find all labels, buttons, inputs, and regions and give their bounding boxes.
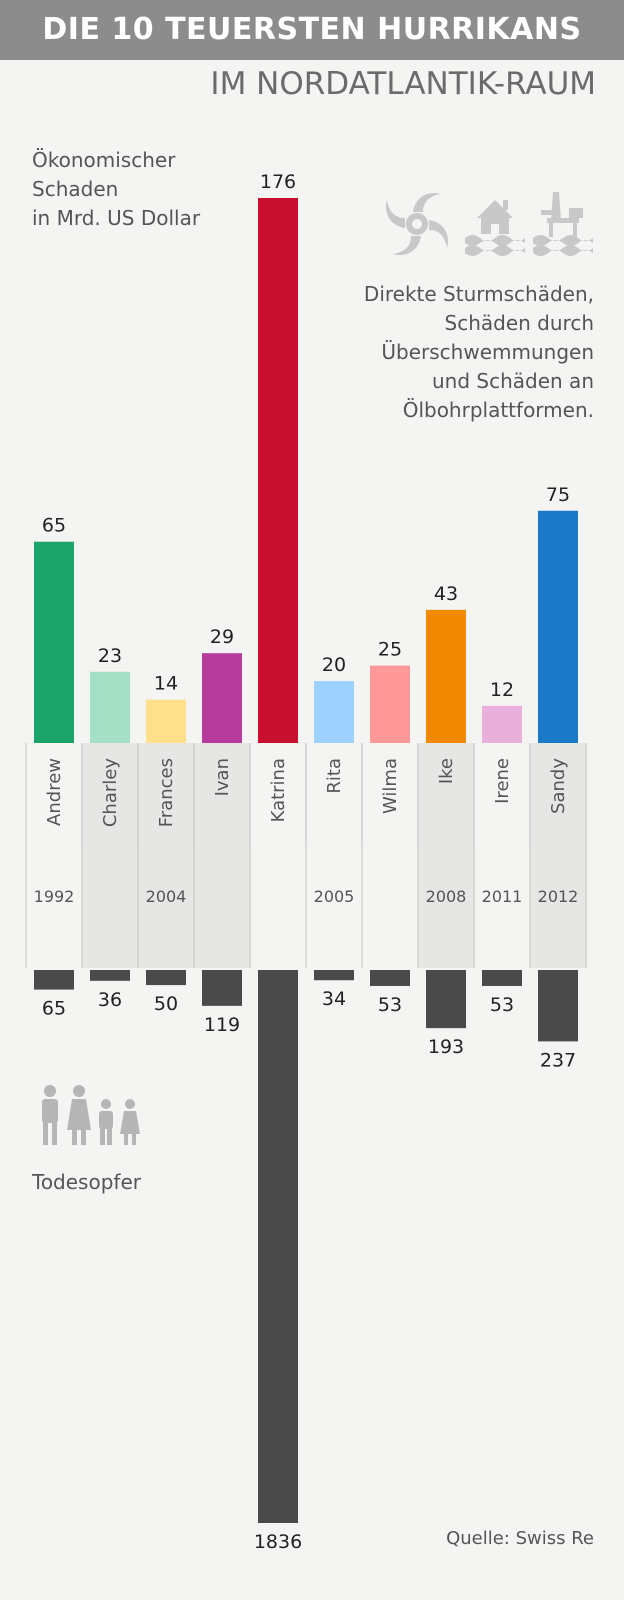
year-band bbox=[82, 743, 250, 968]
chart-subtitle: IM NORDATLANTIK-RAUM bbox=[210, 66, 596, 102]
year-label: 2012 bbox=[538, 887, 579, 906]
people-icon bbox=[42, 1085, 140, 1145]
deaths-value-label: 53 bbox=[490, 994, 514, 1016]
damage-value-label: 20 bbox=[322, 654, 346, 676]
column-dividers bbox=[25, 743, 587, 968]
damage-axis-label: Ökonomischer Schaden in Mrd. US Dollar bbox=[32, 146, 200, 233]
damage-value-label: 75 bbox=[546, 484, 570, 506]
category-label: Charley bbox=[100, 758, 121, 827]
category-label: Irene bbox=[492, 758, 513, 804]
deaths-value-label: 1836 bbox=[254, 1531, 302, 1553]
category-label: Ike bbox=[436, 758, 457, 784]
deaths-value-label: 193 bbox=[428, 1036, 464, 1058]
deaths-bar bbox=[34, 970, 74, 990]
damage-bar bbox=[258, 198, 298, 743]
chart-labels: 1992 2004 2005 2008 2011 201265Andrew6523Char… bbox=[34, 171, 579, 1553]
year-label: 1992 bbox=[34, 887, 75, 906]
damage-value-label: 23 bbox=[98, 645, 122, 667]
damage-bar bbox=[370, 665, 410, 743]
damage-bars bbox=[34, 198, 578, 743]
deaths-bar bbox=[202, 970, 242, 1006]
damage-bar bbox=[34, 541, 74, 743]
deaths-bar bbox=[482, 970, 522, 986]
damage-legend-text: Direkte Sturmschäden, Schäden durch Über… bbox=[364, 280, 594, 425]
year-band bbox=[418, 743, 474, 968]
deaths-bar bbox=[426, 970, 466, 1029]
category-label: Wilma bbox=[380, 758, 401, 814]
deaths-axis-label: Todesopfer bbox=[32, 1170, 141, 1194]
category-label: Katrina bbox=[268, 758, 289, 822]
damage-bar bbox=[202, 653, 242, 743]
damage-value-label: 25 bbox=[378, 639, 402, 661]
deaths-bars bbox=[34, 970, 578, 1523]
category-label: Ivan bbox=[212, 758, 233, 796]
legend-line: und Schäden an bbox=[432, 369, 594, 393]
damage-value-label: 176 bbox=[260, 171, 296, 193]
damage-bar bbox=[146, 699, 186, 743]
damage-value-label: 14 bbox=[154, 673, 178, 695]
damage-bar bbox=[90, 671, 130, 743]
oil-platform-icon bbox=[533, 192, 593, 256]
year-label: 2008 bbox=[426, 887, 467, 906]
category-label: Rita bbox=[324, 758, 345, 794]
damage-bar bbox=[538, 510, 578, 743]
chart-title: DIE 10 TEUERSTEN HURRIKANS bbox=[42, 12, 582, 47]
damage-bar bbox=[426, 609, 466, 743]
damage-bar bbox=[314, 681, 354, 743]
year-label: 2011 bbox=[482, 887, 523, 906]
category-label: Sandy bbox=[548, 758, 569, 814]
year-label: 2004 bbox=[146, 887, 187, 906]
year-bands bbox=[82, 743, 586, 968]
deaths-bar bbox=[538, 970, 578, 1042]
deaths-bar bbox=[90, 970, 130, 981]
damage-value-label: 43 bbox=[434, 583, 458, 605]
deaths-value-label: 36 bbox=[98, 989, 122, 1011]
hurricane-icon bbox=[385, 192, 449, 256]
title-bar bbox=[0, 0, 624, 60]
legend-line: Ölbohrplattformen. bbox=[402, 398, 594, 422]
flooded-house-icon bbox=[465, 200, 525, 256]
damage-axis-label-line: Ökonomischer bbox=[32, 148, 176, 172]
deaths-value-label: 65 bbox=[42, 998, 66, 1020]
year-band bbox=[530, 743, 586, 968]
deaths-value-label: 34 bbox=[322, 988, 346, 1010]
deaths-value-label: 237 bbox=[540, 1049, 576, 1071]
damage-axis-label-line: in Mrd. US Dollar bbox=[32, 206, 201, 230]
damage-axis-label-line: Schaden bbox=[32, 177, 119, 201]
category-label: Andrew bbox=[44, 758, 65, 826]
deaths-bar bbox=[314, 970, 354, 981]
deaths-bar bbox=[258, 970, 298, 1523]
damage-value-label: 29 bbox=[210, 626, 234, 648]
deaths-bar bbox=[370, 970, 410, 986]
legend-line: Überschwemmungen bbox=[381, 340, 594, 364]
deaths-value-label: 50 bbox=[154, 993, 178, 1015]
category-label: Frances bbox=[156, 758, 177, 827]
legend-line: Direkte Sturmschäden, bbox=[363, 282, 594, 306]
year-label: 2005 bbox=[314, 887, 355, 906]
damage-bar bbox=[482, 705, 522, 743]
damage-value-label: 12 bbox=[490, 679, 514, 701]
source-note: Quelle: Swiss Re bbox=[446, 1528, 594, 1549]
legend-line: Schäden durch bbox=[444, 311, 594, 335]
deaths-value-label: 53 bbox=[378, 994, 402, 1016]
damage-value-label: 65 bbox=[42, 515, 66, 537]
deaths-value-label: 119 bbox=[204, 1014, 240, 1036]
deaths-bar bbox=[146, 970, 186, 986]
